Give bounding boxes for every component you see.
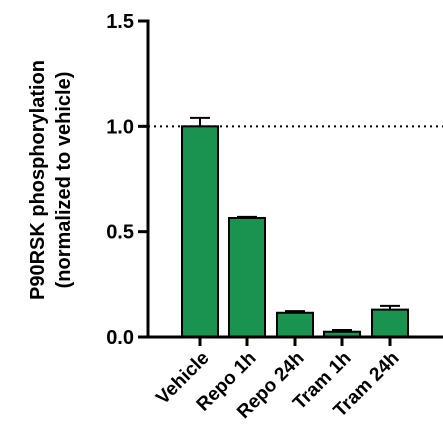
error-bar xyxy=(190,116,210,127)
error-bar xyxy=(237,215,257,218)
y-axis-title-line2: (normalized to vehicle) xyxy=(53,72,75,289)
y-tick-label: 1.0 xyxy=(106,116,134,138)
bar xyxy=(181,125,219,339)
y-axis-title-line1: P90RSK phosphorylation xyxy=(27,60,49,300)
bar xyxy=(276,311,314,339)
y-tick-label: 1.5 xyxy=(106,11,134,33)
bar xyxy=(371,308,409,339)
error-bar xyxy=(380,304,400,310)
error-bar xyxy=(285,310,305,313)
plot-area xyxy=(148,116,443,339)
y-tick-label: 0.0 xyxy=(106,327,134,349)
y-tick-label: 0.5 xyxy=(106,222,134,244)
y-axis-title: P90RSK phosphorylation (normalized to ve… xyxy=(27,60,75,300)
y-axis-ticks: 0.0 0.5 1.0 1.5 xyxy=(106,11,148,349)
bar xyxy=(228,216,266,338)
error-bar xyxy=(332,329,352,332)
